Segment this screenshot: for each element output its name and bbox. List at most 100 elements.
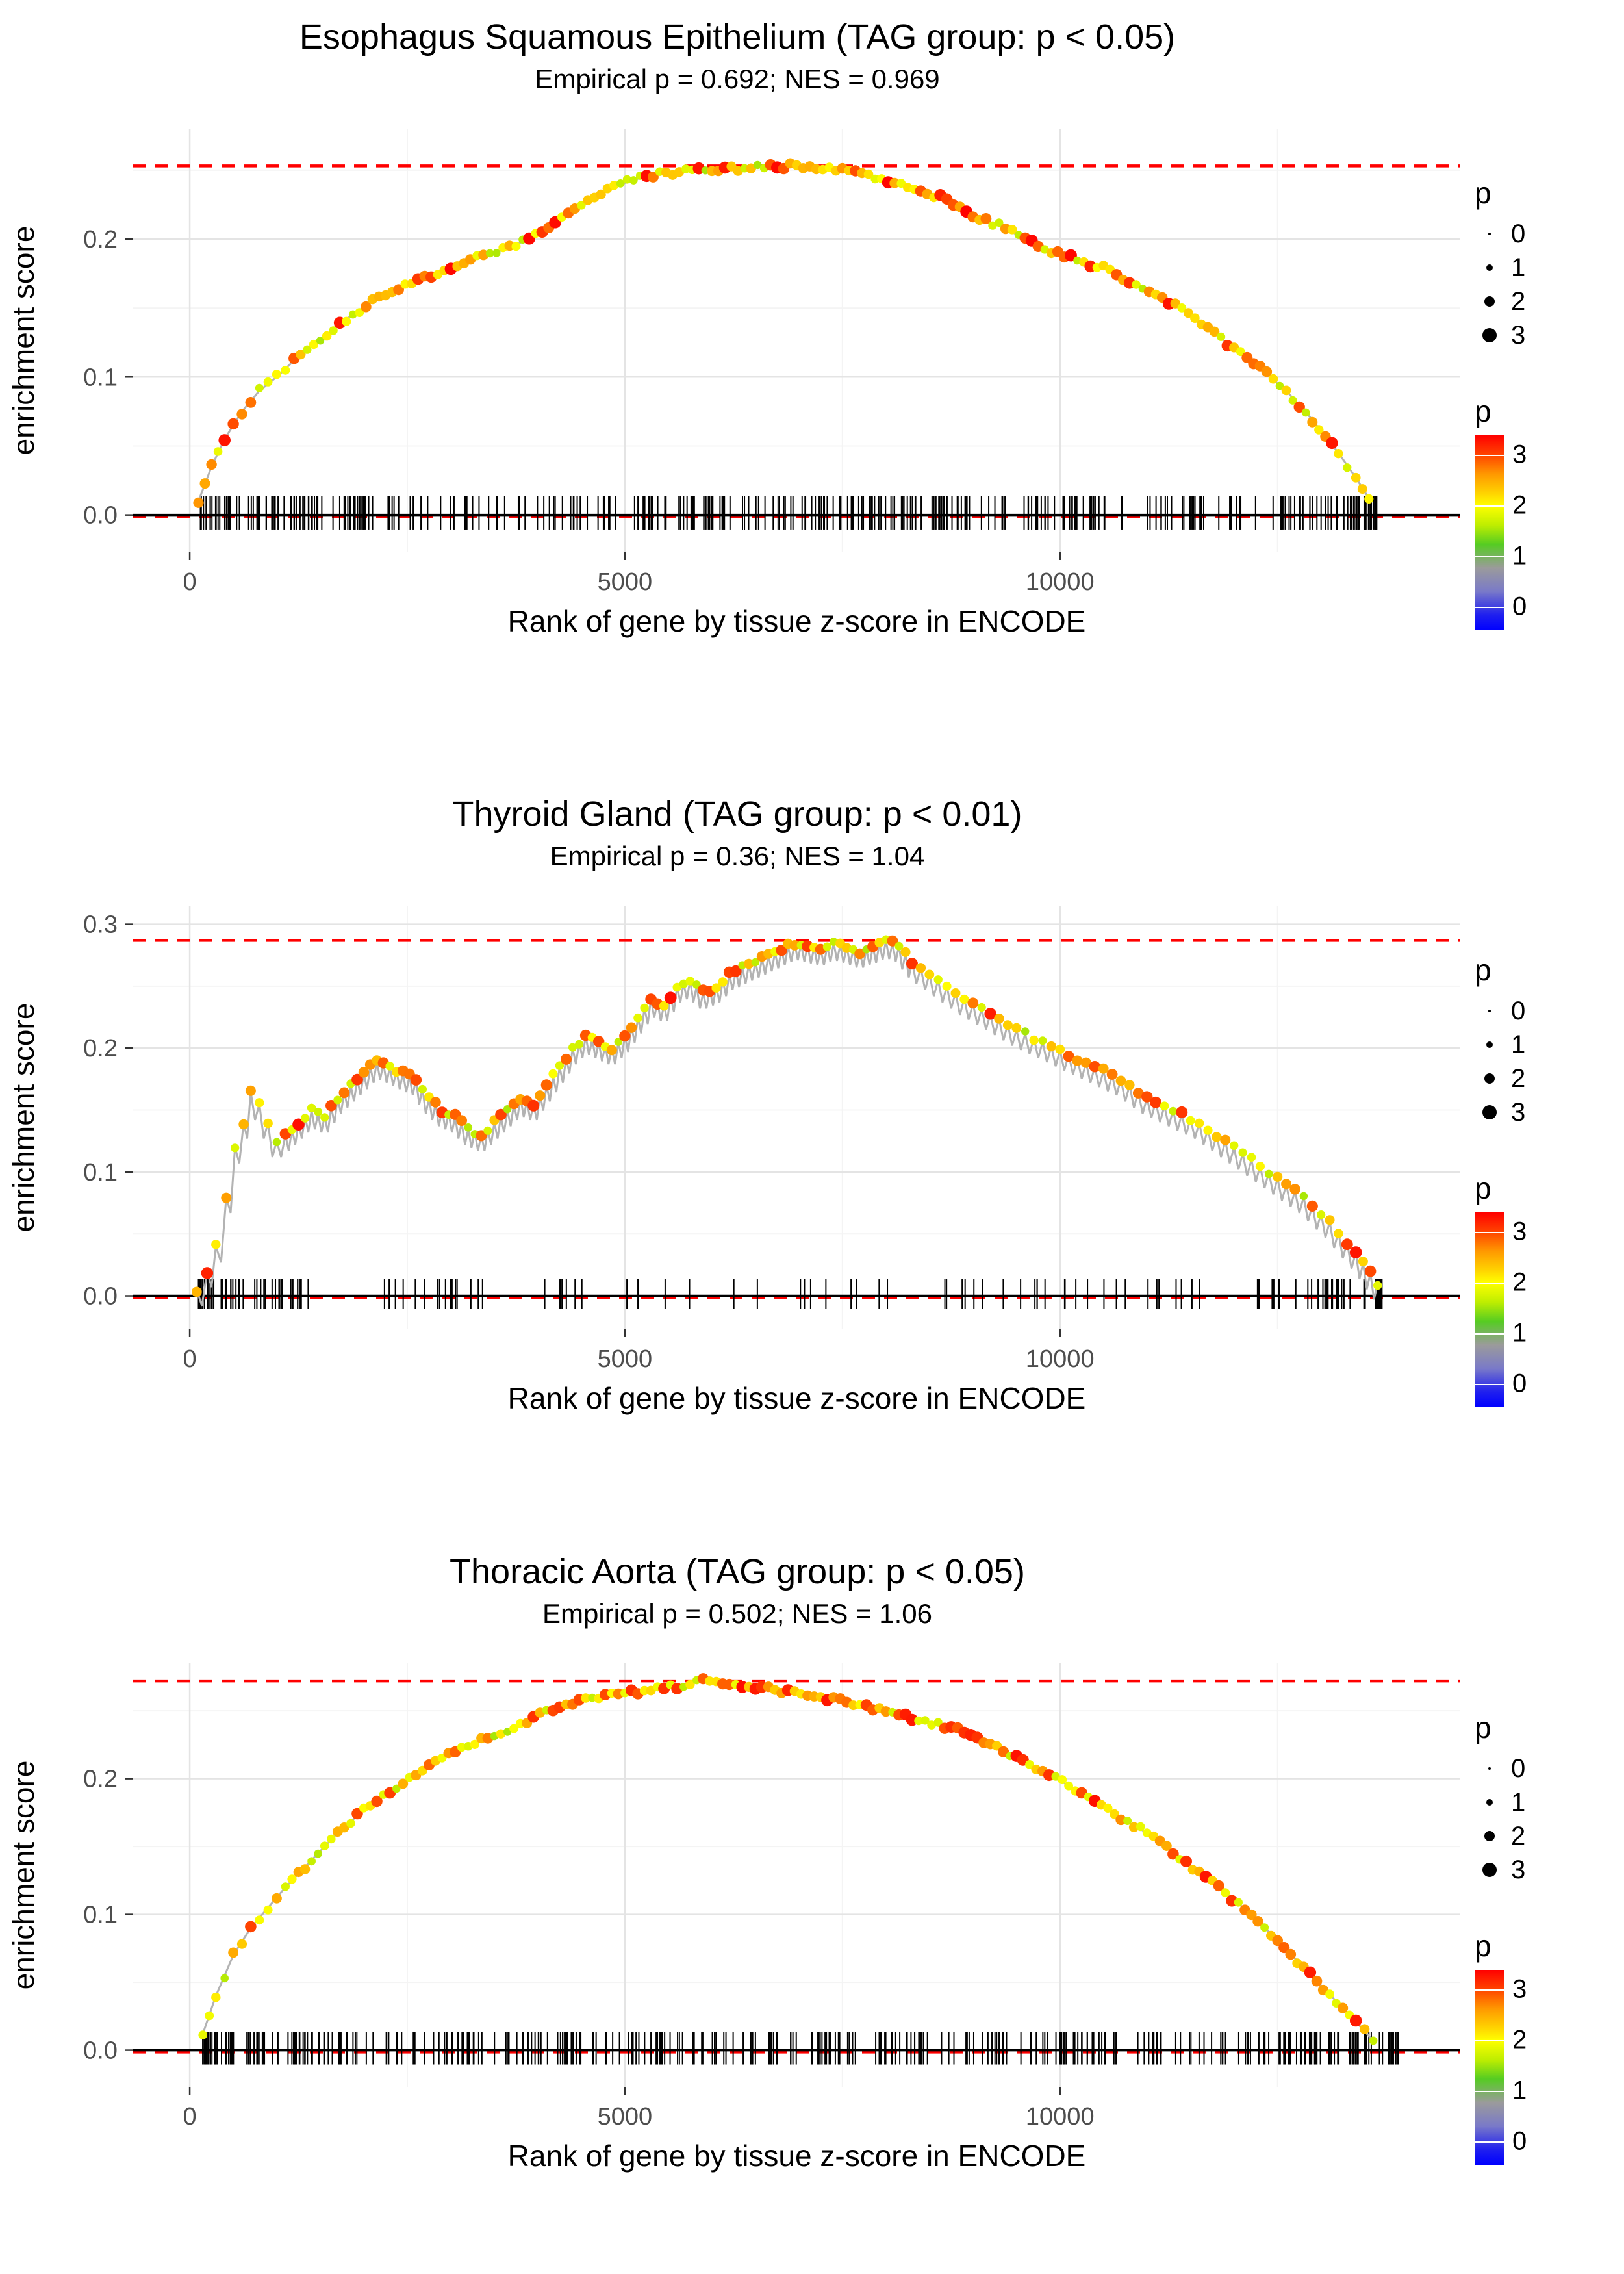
size-legend-label: 0 bbox=[1511, 1754, 1526, 1783]
size-dot-cell bbox=[1475, 253, 1504, 283]
size-dot-icon bbox=[1486, 264, 1493, 271]
size-dot-icon bbox=[1482, 328, 1497, 342]
gradient-label: 3 bbox=[1512, 440, 1527, 469]
gradient-tick bbox=[1475, 1384, 1504, 1385]
size-legend-item: 0 bbox=[1475, 1752, 1624, 1785]
enrichment-plot: 0 5000 10000 0.0 0.1 0.2 Rank of gene by tissu… bbox=[6, 129, 1460, 638]
size-legend-item: 2 bbox=[1475, 285, 1624, 318]
gradient-label: 0 bbox=[1512, 592, 1527, 621]
size-legend: p 0 1 2 3 bbox=[1475, 175, 1624, 352]
gradient-labels: 3 2 1 0 bbox=[1512, 1212, 1551, 1407]
color-legend-title: p bbox=[1475, 394, 1491, 428]
size-dot-cell bbox=[1475, 1030, 1504, 1060]
svg-text:enrichment score: enrichment score bbox=[6, 1761, 40, 1990]
gradient-label: 0 bbox=[1512, 1369, 1527, 1398]
size-dot-icon bbox=[1482, 1863, 1497, 1877]
gradient-labels: 3 2 1 0 bbox=[1512, 435, 1551, 630]
enrichment-plot: 0 5000 10000 0.0 0.1 0.2 Rank of gene by tissu… bbox=[6, 1663, 1460, 2173]
chart-subtitle: Empirical p = 0.502; NES = 1.06 bbox=[542, 1598, 932, 1629]
svg-text:enrichment score: enrichment score bbox=[6, 226, 40, 455]
svg-text:Rank of gene by tissue z-score: Rank of gene by tissue z-score in ENCODE bbox=[508, 1381, 1086, 1415]
svg-text:0: 0 bbox=[183, 568, 197, 596]
size-dot-cell bbox=[1475, 1821, 1504, 1851]
size-dot-icon bbox=[1488, 1010, 1491, 1012]
svg-text:5000: 5000 bbox=[598, 568, 653, 596]
gradient-tick bbox=[1475, 1283, 1504, 1284]
chart-subtitle: Empirical p = 0.692; NES = 0.969 bbox=[535, 64, 940, 94]
gradient-label: 2 bbox=[1512, 491, 1527, 520]
size-legend: p 0 1 2 3 bbox=[1475, 1710, 1624, 1887]
enrichment-plot: 0 5000 10000 0.0 0.1 0.2 0.3 Rank of gene by ti… bbox=[6, 906, 1460, 1415]
chart-panel: Thyroid Gland (TAG group: p < 0.01) Empi… bbox=[0, 758, 1624, 1515]
gradient-tick bbox=[1475, 1989, 1504, 1991]
gradient-tick bbox=[1475, 1333, 1504, 1335]
legend-column: p 0 1 2 3 p bbox=[1475, 97, 1624, 682]
size-legend-item: 2 bbox=[1475, 1819, 1624, 1853]
size-legend-item: 3 bbox=[1475, 1853, 1624, 1887]
size-legend-label: 3 bbox=[1511, 320, 1526, 350]
legend-column: p 0 1 2 3 p bbox=[1475, 1632, 1624, 2217]
svg-text:5000: 5000 bbox=[598, 1346, 653, 1373]
gradient-tick bbox=[1475, 2040, 1504, 2041]
size-legend-label: 3 bbox=[1511, 1097, 1526, 1127]
size-legend-label: 1 bbox=[1511, 1787, 1526, 1817]
svg-text:0.2: 0.2 bbox=[83, 1035, 118, 1062]
size-dot-icon bbox=[1488, 1767, 1491, 1770]
size-dot-cell bbox=[1475, 320, 1504, 350]
svg-text:0: 0 bbox=[183, 1346, 197, 1373]
color-legend-title: p bbox=[1475, 1171, 1491, 1205]
gradient-tick bbox=[1475, 2091, 1504, 2092]
size-dot-icon bbox=[1486, 1799, 1493, 1806]
chart-title: Thoracic Aorta (TAG group: p < 0.05) bbox=[450, 1552, 1025, 1591]
color-legend-title: p bbox=[1475, 1929, 1491, 1963]
svg-text:0.0: 0.0 bbox=[83, 1283, 118, 1310]
gradient-label: 2 bbox=[1512, 2025, 1527, 2054]
gradient-tick bbox=[1475, 1232, 1504, 1233]
gradient-tick bbox=[1475, 455, 1504, 456]
chart-subtitle: Empirical p = 0.36; NES = 1.04 bbox=[550, 841, 925, 871]
size-dot-icon bbox=[1482, 1105, 1497, 1119]
color-gradient-wrap: 3 2 1 0 bbox=[1475, 1212, 1624, 1407]
color-gradient-wrap: 3 2 1 0 bbox=[1475, 435, 1624, 630]
size-legend-item: 0 bbox=[1475, 994, 1624, 1028]
gradient-tick bbox=[1475, 2141, 1504, 2143]
size-dot-cell bbox=[1475, 287, 1504, 316]
svg-text:10000: 10000 bbox=[1026, 2103, 1095, 2130]
size-dot-cell bbox=[1475, 219, 1504, 249]
svg-text:0.3: 0.3 bbox=[83, 912, 118, 939]
gradient-label: 1 bbox=[1512, 2076, 1527, 2105]
size-legend-label: 3 bbox=[1511, 1855, 1526, 1884]
size-legend-item: 2 bbox=[1475, 1062, 1624, 1095]
size-legend-label: 2 bbox=[1511, 1064, 1526, 1093]
gradient-tick bbox=[1475, 607, 1504, 608]
gradient-label: 1 bbox=[1512, 541, 1527, 570]
color-legend: p 3 2 1 0 bbox=[1475, 394, 1624, 630]
svg-text:Rank of gene by tissue z-score: Rank of gene by tissue z-score in ENCODE bbox=[508, 604, 1086, 638]
svg-text:0.0: 0.0 bbox=[83, 502, 118, 530]
gradient-label: 3 bbox=[1512, 1217, 1527, 1246]
svg-text:0.1: 0.1 bbox=[83, 1902, 118, 1929]
size-legend: p 0 1 2 3 bbox=[1475, 952, 1624, 1129]
svg-text:0.2: 0.2 bbox=[83, 226, 118, 253]
gradient-label: 0 bbox=[1512, 2127, 1527, 2156]
color-gradient-bar bbox=[1475, 1970, 1504, 2165]
svg-text:Rank of gene by tissue z-score: Rank of gene by tissue z-score in ENCODE bbox=[508, 2139, 1086, 2173]
size-dot-cell bbox=[1475, 1787, 1504, 1817]
size-legend-label: 0 bbox=[1511, 219, 1526, 248]
svg-text:10000: 10000 bbox=[1026, 568, 1095, 596]
size-legend-title: p bbox=[1475, 1711, 1491, 1744]
svg-text:0.0: 0.0 bbox=[83, 2038, 118, 2065]
svg-text:0.2: 0.2 bbox=[83, 1766, 118, 1793]
size-dot-cell bbox=[1475, 996, 1504, 1026]
svg-text:5000: 5000 bbox=[598, 2103, 653, 2130]
chart-panel: Esophagus Squamous Epithelium (TAG group… bbox=[0, 0, 1624, 758]
size-legend-label: 0 bbox=[1511, 996, 1526, 1025]
gradient-tick bbox=[1475, 556, 1504, 557]
chart-title: Thyroid Gland (TAG group: p < 0.01) bbox=[452, 795, 1022, 834]
legend-column: p 0 1 2 3 p bbox=[1475, 875, 1624, 1459]
size-legend-label: 2 bbox=[1511, 1821, 1526, 1850]
size-dot-cell bbox=[1475, 1064, 1504, 1093]
size-dot-icon bbox=[1484, 1073, 1495, 1084]
svg-text:10000: 10000 bbox=[1026, 1346, 1095, 1373]
size-legend-title: p bbox=[1475, 176, 1491, 210]
